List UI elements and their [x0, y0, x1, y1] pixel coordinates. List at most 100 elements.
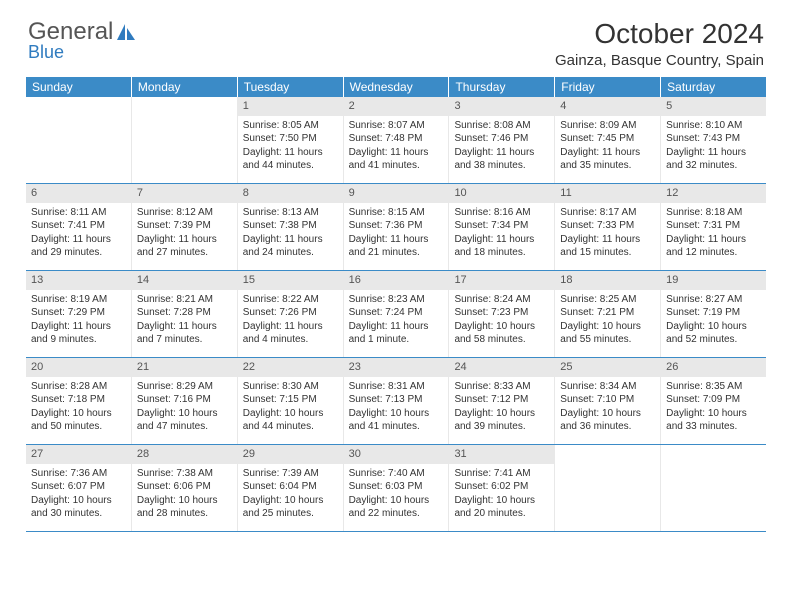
- daylight-line: Daylight: 10 hours and 55 minutes.: [560, 320, 655, 347]
- day-number: 6: [26, 184, 131, 203]
- sunrise-line: Sunrise: 8:21 AM: [137, 293, 232, 307]
- day-body: Sunrise: 8:11 AMSunset: 7:41 PMDaylight:…: [26, 203, 131, 265]
- day-header-row: SundayMondayTuesdayWednesdayThursdayFrid…: [26, 77, 766, 97]
- sunset-line: Sunset: 6:02 PM: [454, 480, 549, 494]
- day-number: 19: [661, 271, 766, 290]
- day-body: Sunrise: 7:41 AMSunset: 6:02 PMDaylight:…: [449, 464, 554, 526]
- day-cell: 13Sunrise: 8:19 AMSunset: 7:29 PMDayligh…: [26, 271, 132, 357]
- sunrise-line: Sunrise: 8:31 AM: [349, 380, 444, 394]
- empty-cell: [661, 445, 766, 531]
- day-body: Sunrise: 7:38 AMSunset: 6:06 PMDaylight:…: [132, 464, 237, 526]
- daylight-line: Daylight: 11 hours and 15 minutes.: [560, 233, 655, 260]
- day-body: Sunrise: 7:39 AMSunset: 6:04 PMDaylight:…: [238, 464, 343, 526]
- day-number: 1: [238, 97, 343, 116]
- sunset-line: Sunset: 7:09 PM: [666, 393, 761, 407]
- sunrise-line: Sunrise: 8:34 AM: [560, 380, 655, 394]
- day-cell: 25Sunrise: 8:34 AMSunset: 7:10 PMDayligh…: [555, 358, 661, 444]
- day-cell: 24Sunrise: 8:33 AMSunset: 7:12 PMDayligh…: [449, 358, 555, 444]
- sunset-line: Sunset: 7:43 PM: [666, 132, 761, 146]
- daylight-line: Daylight: 10 hours and 39 minutes.: [454, 407, 549, 434]
- day-body: Sunrise: 8:21 AMSunset: 7:28 PMDaylight:…: [132, 290, 237, 352]
- day-cell: 14Sunrise: 8:21 AMSunset: 7:28 PMDayligh…: [132, 271, 238, 357]
- daylight-line: Daylight: 11 hours and 38 minutes.: [454, 146, 549, 173]
- day-number: 27: [26, 445, 131, 464]
- page-header: General October 2024 Gainza, Basque Coun…: [0, 0, 792, 77]
- day-number: 12: [661, 184, 766, 203]
- day-body: Sunrise: 8:15 AMSunset: 7:36 PMDaylight:…: [344, 203, 449, 265]
- sunset-line: Sunset: 7:48 PM: [349, 132, 444, 146]
- week-row: 1Sunrise: 8:05 AMSunset: 7:50 PMDaylight…: [26, 97, 766, 184]
- sunrise-line: Sunrise: 8:10 AM: [666, 119, 761, 133]
- day-header-cell: Wednesday: [344, 77, 450, 97]
- week-row: 13Sunrise: 8:19 AMSunset: 7:29 PMDayligh…: [26, 271, 766, 358]
- daylight-line: Daylight: 11 hours and 1 minute.: [349, 320, 444, 347]
- sunset-line: Sunset: 6:07 PM: [31, 480, 126, 494]
- day-number: 21: [132, 358, 237, 377]
- day-number: 11: [555, 184, 660, 203]
- day-header-cell: Friday: [555, 77, 661, 97]
- daylight-line: Daylight: 10 hours and 22 minutes.: [349, 494, 444, 521]
- sunrise-line: Sunrise: 8:25 AM: [560, 293, 655, 307]
- daylight-line: Daylight: 11 hours and 18 minutes.: [454, 233, 549, 260]
- day-cell: 23Sunrise: 8:31 AMSunset: 7:13 PMDayligh…: [344, 358, 450, 444]
- sunset-line: Sunset: 7:24 PM: [349, 306, 444, 320]
- day-cell: 9Sunrise: 8:15 AMSunset: 7:36 PMDaylight…: [344, 184, 450, 270]
- daylight-line: Daylight: 11 hours and 41 minutes.: [349, 146, 444, 173]
- sunset-line: Sunset: 7:15 PM: [243, 393, 338, 407]
- day-number: 28: [132, 445, 237, 464]
- day-number: 31: [449, 445, 554, 464]
- day-body: Sunrise: 8:30 AMSunset: 7:15 PMDaylight:…: [238, 377, 343, 439]
- daylight-line: Daylight: 10 hours and 36 minutes.: [560, 407, 655, 434]
- day-header-cell: Monday: [132, 77, 238, 97]
- sunrise-line: Sunrise: 8:07 AM: [349, 119, 444, 133]
- calendar: SundayMondayTuesdayWednesdayThursdayFrid…: [26, 77, 766, 532]
- day-body: Sunrise: 7:36 AMSunset: 6:07 PMDaylight:…: [26, 464, 131, 526]
- day-cell: 6Sunrise: 8:11 AMSunset: 7:41 PMDaylight…: [26, 184, 132, 270]
- logo-sail-icon: [115, 22, 137, 42]
- sunrise-line: Sunrise: 8:17 AM: [560, 206, 655, 220]
- sunset-line: Sunset: 7:18 PM: [31, 393, 126, 407]
- day-cell: 29Sunrise: 7:39 AMSunset: 6:04 PMDayligh…: [238, 445, 344, 531]
- day-body: Sunrise: 8:25 AMSunset: 7:21 PMDaylight:…: [555, 290, 660, 352]
- sunrise-line: Sunrise: 8:33 AM: [454, 380, 549, 394]
- daylight-line: Daylight: 10 hours and 47 minutes.: [137, 407, 232, 434]
- sunrise-line: Sunrise: 8:05 AM: [243, 119, 338, 133]
- sunrise-line: Sunrise: 8:35 AM: [666, 380, 761, 394]
- month-title: October 2024: [555, 18, 764, 50]
- sunset-line: Sunset: 7:34 PM: [454, 219, 549, 233]
- day-body: Sunrise: 8:28 AMSunset: 7:18 PMDaylight:…: [26, 377, 131, 439]
- day-body: Sunrise: 7:40 AMSunset: 6:03 PMDaylight:…: [344, 464, 449, 526]
- sunrise-line: Sunrise: 7:36 AM: [31, 467, 126, 481]
- day-body: Sunrise: 8:08 AMSunset: 7:46 PMDaylight:…: [449, 116, 554, 178]
- daylight-line: Daylight: 10 hours and 33 minutes.: [666, 407, 761, 434]
- sunset-line: Sunset: 7:26 PM: [243, 306, 338, 320]
- day-cell: 27Sunrise: 7:36 AMSunset: 6:07 PMDayligh…: [26, 445, 132, 531]
- sunrise-line: Sunrise: 8:08 AM: [454, 119, 549, 133]
- sunrise-line: Sunrise: 8:12 AM: [137, 206, 232, 220]
- sunrise-line: Sunrise: 8:24 AM: [454, 293, 549, 307]
- day-cell: 21Sunrise: 8:29 AMSunset: 7:16 PMDayligh…: [132, 358, 238, 444]
- sunset-line: Sunset: 6:03 PM: [349, 480, 444, 494]
- empty-cell: [555, 445, 661, 531]
- day-number: 8: [238, 184, 343, 203]
- daylight-line: Daylight: 10 hours and 52 minutes.: [666, 320, 761, 347]
- day-number: 7: [132, 184, 237, 203]
- day-cell: 1Sunrise: 8:05 AMSunset: 7:50 PMDaylight…: [238, 97, 344, 183]
- sunrise-line: Sunrise: 8:28 AM: [31, 380, 126, 394]
- sunrise-line: Sunrise: 8:15 AM: [349, 206, 444, 220]
- day-header-cell: Saturday: [661, 77, 766, 97]
- sunset-line: Sunset: 7:10 PM: [560, 393, 655, 407]
- day-number: 24: [449, 358, 554, 377]
- sunset-line: Sunset: 7:16 PM: [137, 393, 232, 407]
- day-number: 18: [555, 271, 660, 290]
- day-header-cell: Tuesday: [238, 77, 344, 97]
- daylight-line: Daylight: 10 hours and 25 minutes.: [243, 494, 338, 521]
- sunrise-line: Sunrise: 7:40 AM: [349, 467, 444, 481]
- day-cell: 28Sunrise: 7:38 AMSunset: 6:06 PMDayligh…: [132, 445, 238, 531]
- sunrise-line: Sunrise: 7:38 AM: [137, 467, 232, 481]
- day-body: Sunrise: 8:27 AMSunset: 7:19 PMDaylight:…: [661, 290, 766, 352]
- day-body: Sunrise: 8:34 AMSunset: 7:10 PMDaylight:…: [555, 377, 660, 439]
- sunrise-line: Sunrise: 8:22 AM: [243, 293, 338, 307]
- empty-cell: [26, 97, 132, 183]
- day-body: Sunrise: 8:23 AMSunset: 7:24 PMDaylight:…: [344, 290, 449, 352]
